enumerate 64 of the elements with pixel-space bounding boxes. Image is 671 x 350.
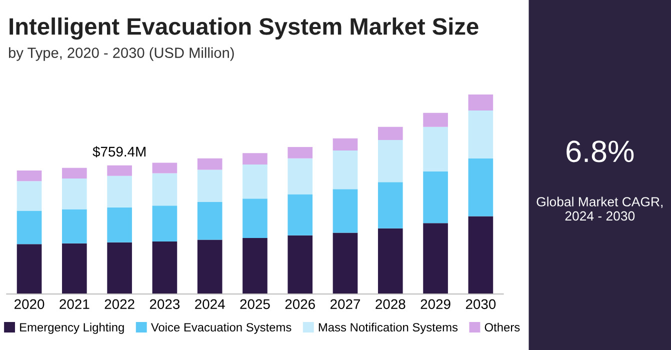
bar [16, 170, 42, 182]
x-tick-label: 2030 [466, 299, 496, 310]
x-tick-label: 2028 [376, 299, 406, 310]
bar [288, 194, 313, 236]
x-tick-label: 2022 [104, 299, 134, 310]
bar [242, 164, 268, 199]
x-tick-label: 2027 [330, 299, 360, 310]
bar [378, 126, 403, 140]
bar [423, 126, 448, 172]
bar [468, 110, 494, 159]
bar [423, 223, 448, 294]
x-tick-label: 2024 [195, 299, 225, 310]
bar [62, 243, 87, 294]
bar [107, 207, 132, 242]
x-tick-label: 2020 [14, 299, 44, 310]
legend-label: Others [484, 322, 520, 332]
legend-label: Mass Notification Systems [318, 322, 458, 334]
bar [468, 216, 494, 294]
bar [288, 158, 313, 194]
bar [332, 232, 358, 294]
bar [332, 150, 358, 190]
bar [107, 165, 132, 176]
x-tick-label: 2021 [60, 299, 90, 310]
bar [242, 198, 268, 238]
x-tick-label: 2029 [420, 299, 450, 310]
bar [242, 153, 268, 165]
x-tick-label: 2023 [150, 299, 180, 310]
bar [107, 176, 132, 208]
bar [152, 173, 178, 206]
bar [16, 181, 42, 211]
bar [152, 242, 178, 294]
bar [16, 210, 42, 244]
legend-label: Voice Evacuation Systems [150, 322, 292, 334]
text: 6.8% [566, 140, 634, 162]
legend-label: Emergency Lighting [20, 322, 124, 334]
bar [378, 182, 403, 228]
chart-subtitle: by Type, 2020 - 2030 (USD Million) [8, 47, 234, 61]
bar [197, 202, 222, 240]
bar [332, 189, 358, 233]
bar [197, 170, 222, 202]
bar [197, 158, 222, 170]
text: Global Market CAGR, 2024 - 2030 [536, 196, 662, 221]
bar [152, 206, 178, 242]
bar [16, 244, 42, 294]
x-tick-label: 2026 [285, 299, 315, 310]
chart-title: Intelligent Evacuation System Market Size [10, 18, 478, 40]
bar [378, 228, 403, 294]
annotation: $759.4M [92, 146, 146, 158]
bar [62, 168, 87, 178]
x-tick-label: 2025 [240, 299, 270, 310]
bar [332, 138, 358, 151]
bar [423, 112, 448, 127]
bar [468, 158, 494, 216]
bar [62, 178, 87, 210]
bar [107, 242, 132, 294]
bar [468, 94, 494, 110]
bar [152, 162, 178, 174]
bar [288, 146, 313, 158]
bar [423, 172, 448, 224]
bar [62, 209, 87, 244]
bar [197, 240, 222, 294]
bar [288, 235, 313, 294]
bar [378, 140, 403, 182]
bar [242, 238, 268, 294]
